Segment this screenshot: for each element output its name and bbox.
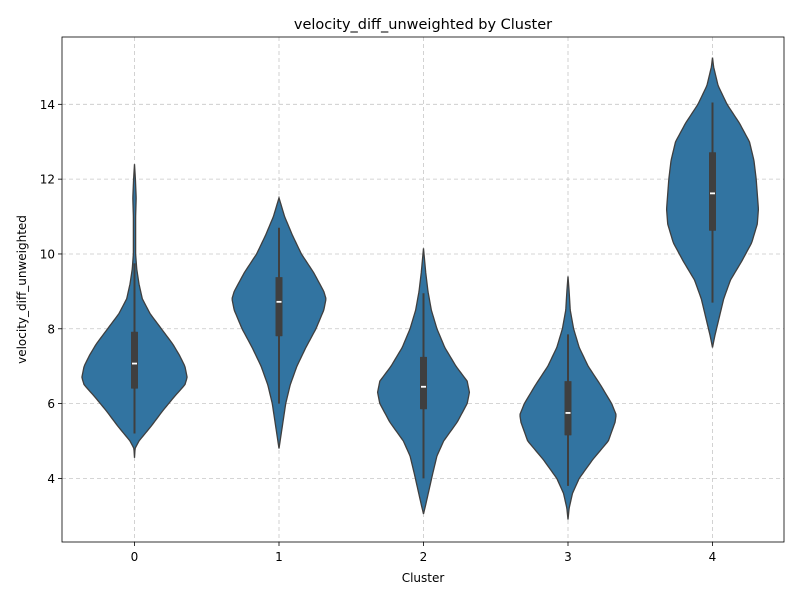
violin-iqr-box-0: [131, 331, 138, 389]
violins: [81, 57, 760, 520]
violin-iqr-box-2: [420, 356, 427, 410]
chart-title: velocity_diff_unweighted by Cluster: [294, 17, 552, 33]
y-tick-label: 12: [40, 173, 55, 187]
x-tick-label: 1: [275, 550, 283, 564]
violin-iqr-box-3: [564, 381, 572, 436]
y-tick-label: 6: [47, 397, 55, 411]
y-tick-label: 8: [47, 322, 55, 336]
plot-frame: [61, 36, 785, 543]
y-tick-label: 10: [40, 247, 55, 261]
y-tick-label: 4: [47, 472, 55, 486]
x-tick-label: 2: [420, 550, 428, 564]
x-tick-label: 4: [709, 550, 717, 564]
y-tick-label: 14: [40, 98, 55, 112]
x-axis-label: Cluster: [402, 571, 445, 585]
y-axis-label: velocity_diff_unweighted: [15, 215, 29, 364]
x-tick-label: 0: [131, 550, 139, 564]
x-tick-label: 3: [564, 550, 572, 564]
violin-iqr-box-1: [275, 277, 283, 337]
violin-iqr-box-4: [709, 152, 716, 231]
